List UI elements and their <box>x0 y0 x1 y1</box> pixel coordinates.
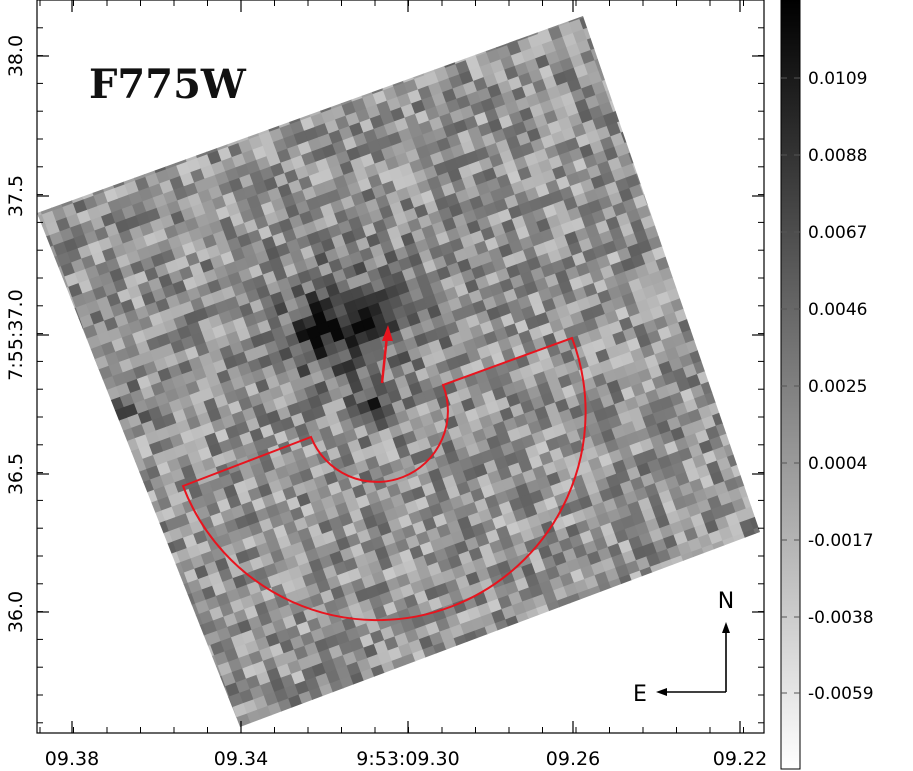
x-tick-label: 09.38 <box>45 748 99 770</box>
image-panel <box>36 0 765 734</box>
colorbar-label: 0.0109 <box>808 69 867 89</box>
panel-label: F775W <box>89 61 247 108</box>
x-tick-label: 09.22 <box>713 748 767 770</box>
x-tick-label: 09.26 <box>546 748 600 770</box>
north-arrowhead <box>722 622 730 633</box>
east-arrowhead <box>656 688 667 696</box>
colorbar-label: -0.0038 <box>808 608 874 628</box>
north-label: N <box>718 589 734 614</box>
colorbar-label: 0.0004 <box>808 454 867 474</box>
colorbar-label: 0.0046 <box>808 300 867 320</box>
x-tick-label: 09.34 <box>214 748 268 770</box>
y-tick-label: 37.5 <box>5 175 27 217</box>
colorbar: 0.0109 0.0088 0.0067 0.0046 0.0025 0.000… <box>780 0 874 770</box>
colorbar-label: 0.0067 <box>808 223 867 243</box>
x-tick-labels: 09.38 09.34 9:53:09.30 09.26 09.22 <box>45 748 767 770</box>
colorbar-ticks <box>781 77 800 694</box>
compass: N E <box>633 589 734 707</box>
y-tick-labels: 38.0 37.5 7:55:37.0 36.5 36.0 <box>5 35 27 633</box>
y-tick-label: 38.0 <box>5 35 27 77</box>
x-tick-label: 9:53:09.30 <box>356 748 459 770</box>
y-tick-label: 36.5 <box>5 453 27 495</box>
y-tick-label: 36.0 <box>5 591 27 633</box>
y-tick-label: 7:55:37.0 <box>5 289 27 380</box>
colorbar-label: 0.0088 <box>808 146 867 166</box>
axis-ticks <box>37 0 764 733</box>
colorbar-label: -0.0059 <box>808 684 874 704</box>
colorbar-gradient <box>780 0 801 770</box>
east-label: E <box>633 682 647 707</box>
annular-aperture <box>181 336 587 622</box>
colorbar-label: -0.0017 <box>808 531 874 551</box>
feature-arrow <box>380 325 393 384</box>
plot-frame <box>36 0 765 734</box>
colorbar-label: 0.0025 <box>808 377 867 397</box>
